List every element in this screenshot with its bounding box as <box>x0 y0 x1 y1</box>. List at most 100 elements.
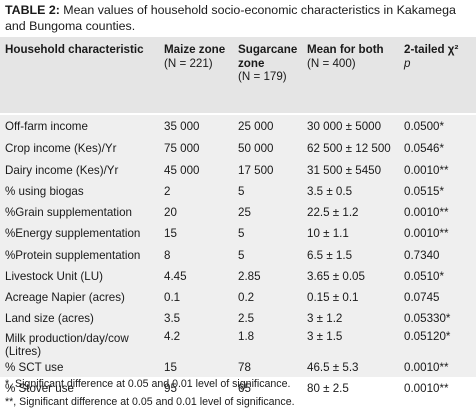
cell-sugarcane: 65 <box>238 382 251 395</box>
cell-p-value: 0.0515* <box>404 185 444 198</box>
header-sugarcane-title: Sugarcane <box>238 43 298 56</box>
cell-sugarcane: 50 000 <box>238 142 274 155</box>
table-row: Land size (acres) 3.5 2.5 3 ± 1.2 0.05330* <box>0 309 476 330</box>
header-p: p <box>404 57 411 70</box>
cell-mean: 22.5 ± 1.2 <box>307 206 359 219</box>
header-maize-title: Maize zone <box>164 43 226 56</box>
cell-maize: 8 <box>164 249 171 262</box>
table-row: Off-farm income 35 000 25 000 30 000 ± 5000… <box>0 117 476 138</box>
cell-maize: 35 000 <box>164 120 200 133</box>
header-sugarcane-n: (N = 179) <box>238 70 287 83</box>
table-row: % using biogas 2 5 3.5 ± 0.5 0.0515* <box>0 182 476 203</box>
cell-mean: 46.5 ± 5.3 <box>307 361 359 374</box>
cell-p-value: 0.0010** <box>404 164 449 177</box>
cell-characteristic: % Stover use <box>5 382 74 395</box>
cell-p-value: 0.05120* <box>404 330 451 343</box>
table-row: %Grain supplementation 20 25 22.5 ± 1.2 0.00… <box>0 203 476 224</box>
cell-mean: 10 ± 1.1 <box>307 227 349 240</box>
cell-characteristic: Livestock Unit (LU) <box>5 270 103 283</box>
cell-mean: 30 000 ± 5000 <box>307 120 382 133</box>
cell-characteristic-line2: (Litres) <box>5 345 42 358</box>
header-maize-n: (N = 221) <box>164 56 213 70</box>
cell-sugarcane: 2.5 <box>238 312 255 325</box>
cell-maize: 4.2 <box>164 330 181 343</box>
cell-maize: 20 <box>164 206 177 219</box>
cell-characteristic: Acreage Napier (acres) <box>5 291 125 304</box>
cell-maize: 4.45 <box>164 270 187 283</box>
cell-p-value: 0.0500* <box>404 120 444 133</box>
table-body <box>0 115 476 377</box>
table-row: Crop income (Kes)/Yr 75 000 50 000 62 500 ±… <box>0 139 476 160</box>
cell-p-value: 0.0745 <box>404 291 440 304</box>
cell-mean: 3.5 ± 0.5 <box>307 185 353 198</box>
cell-p-value: 0.05330* <box>404 312 451 325</box>
cell-p-value: 0.0010** <box>404 382 449 395</box>
caption-text: Mean values of household socio-economic … <box>5 3 456 33</box>
caption-label: TABLE 2: <box>5 3 60 17</box>
cell-characteristic: Off-farm income <box>5 120 88 133</box>
cell-mean: 0.15 ± 0.1 <box>307 291 359 304</box>
cell-maize: 75 000 <box>164 142 200 155</box>
cell-characteristic: Land size (acres) <box>5 312 94 325</box>
cell-characteristic: %Grain supplementation <box>5 206 132 219</box>
cell-maize: 45 000 <box>164 164 200 177</box>
cell-sugarcane: 25 000 <box>238 120 274 133</box>
cell-p-value: 0.0010** <box>404 227 449 240</box>
footnote-double: **, Significant difference at 0.05 and 0… <box>5 396 295 408</box>
cell-sugarcane: 5 <box>238 185 245 198</box>
cell-p-value: 0.0546* <box>404 142 444 155</box>
cell-p-value: 0.0010** <box>404 206 449 219</box>
table-row: % Stover use 95 65 80 ± 2.5 0.0010** <box>0 379 476 400</box>
table-row: Milk production/day/cow (Litres) 4.2 1.8 3 ±… <box>0 329 476 358</box>
cell-maize: 15 <box>164 361 177 374</box>
table-row: %Protein supplementation 8 5 6.5 ± 1.5 0.734… <box>0 246 476 267</box>
cell-sugarcane: 17 500 <box>238 164 274 177</box>
cell-p-value: 0.0510* <box>404 270 444 283</box>
header-test: 2-tailed χ² <box>404 43 459 56</box>
cell-maize: 0.1 <box>164 291 181 304</box>
cell-mean: 80 ± 2.5 <box>307 382 349 395</box>
table-caption: TABLE 2: Mean values of household socio-… <box>5 3 471 34</box>
cell-characteristic: Dairy income (Kes)/Yr <box>5 164 119 177</box>
cell-characteristic: Crop income (Kes)/Yr <box>5 142 117 155</box>
header-mean-title: Mean for both <box>307 43 384 56</box>
cell-p-value: 0.7340 <box>404 249 440 262</box>
cell-maize: 15 <box>164 227 177 240</box>
table-row: %Energy supplementation 15 5 10 ± 1.1 0.0010… <box>0 224 476 245</box>
cell-sugarcane: 25 <box>238 206 251 219</box>
table-row: Dairy income (Kes)/Yr 45 000 17 500 31 500 … <box>0 161 476 182</box>
cell-mean: 3 ± 1.5 <box>307 330 343 343</box>
table-header <box>0 37 476 113</box>
cell-sugarcane: 5 <box>238 227 245 240</box>
cell-characteristic: % using biogas <box>5 185 84 198</box>
cell-mean: 6.5 ± 1.5 <box>307 249 353 262</box>
cell-sugarcane: 0.2 <box>238 291 255 304</box>
cell-mean: 62 500 ± 12 500 <box>307 142 391 155</box>
cell-characteristic: % SCT use <box>5 361 64 374</box>
cell-characteristic: Milk production/day/cow <box>5 332 129 345</box>
header-divider <box>0 113 476 115</box>
header-mean: Mean for both (N = 400) <box>307 43 384 70</box>
cell-characteristic: %Energy supplementation <box>5 227 141 240</box>
table-row: Livestock Unit (LU) 4.45 2.85 3.65 ± 0.05 0.… <box>0 267 476 288</box>
cell-p-value: 0.0010** <box>404 361 449 374</box>
cell-sugarcane: 2.85 <box>238 270 261 283</box>
footnote-single: *, Significant difference at 0.05 and 0.… <box>5 378 291 390</box>
cell-sugarcane: 1.8 <box>238 330 255 343</box>
cell-sugarcane: 5 <box>238 249 245 262</box>
cell-maize: 95 <box>164 382 177 395</box>
header-mean-n: (N = 400) <box>307 56 356 70</box>
table-row: % SCT use 15 78 46.5 ± 5.3 0.0010** <box>0 358 476 379</box>
cell-characteristic: %Protein supplementation <box>5 249 141 262</box>
header-sugarcane-title2: zone <box>238 56 265 70</box>
header-characteristic: Household characteristic <box>5 43 144 56</box>
cell-mean: 3 ± 1.2 <box>307 312 343 325</box>
cell-maize: 2 <box>164 185 171 198</box>
header-maize: Maize zone (N = 221) <box>164 43 225 70</box>
table-row: Acreage Napier (acres) 0.1 0.2 0.15 ± 0.1 0.… <box>0 288 476 309</box>
cell-sugarcane: 78 <box>238 361 251 374</box>
cell-mean: 3.65 ± 0.05 <box>307 270 365 283</box>
cell-maize: 3.5 <box>164 312 181 325</box>
cell-mean: 31 500 ± 5450 <box>307 164 382 177</box>
